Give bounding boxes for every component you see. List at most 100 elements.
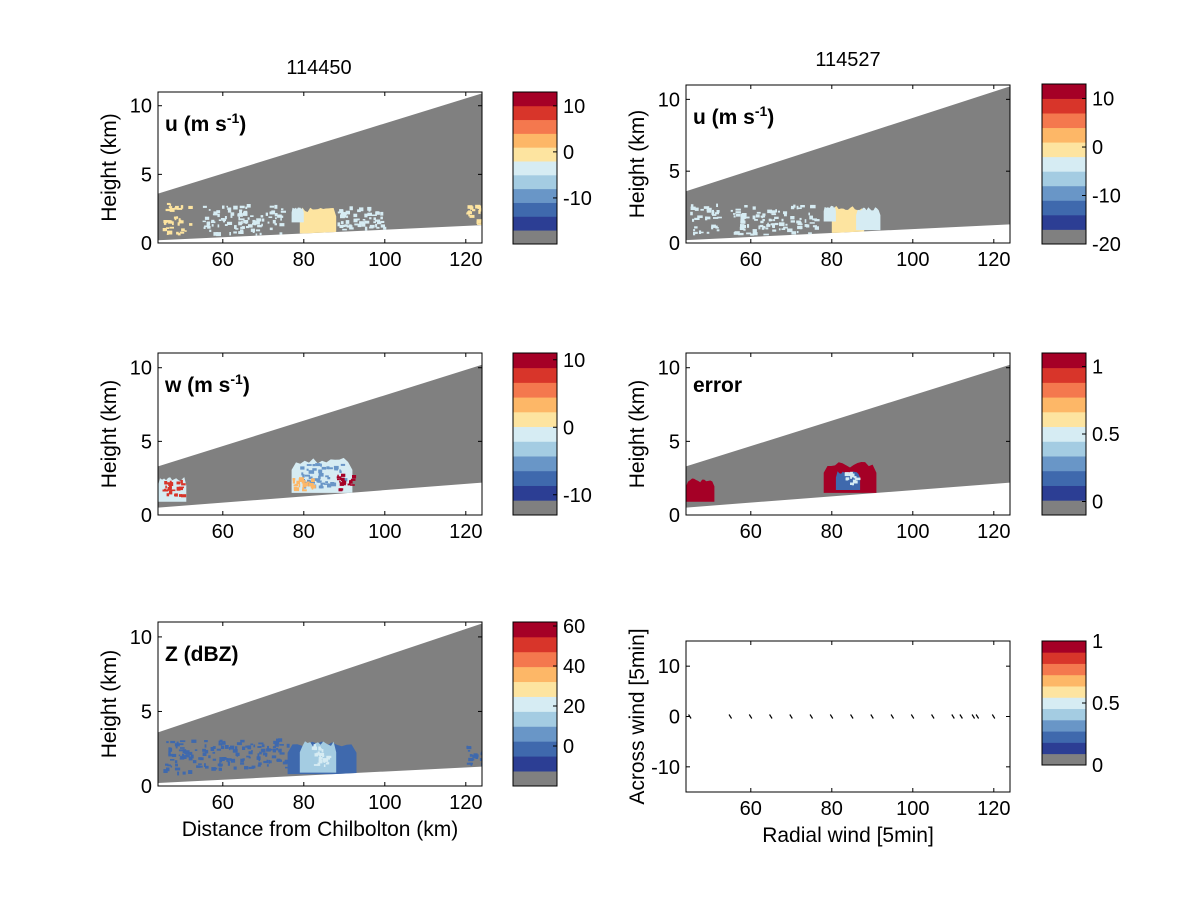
- echo-pixel: [712, 214, 717, 216]
- echo-pixel: [260, 749, 264, 751]
- echo-pixel: [325, 481, 328, 483]
- echo-pixel: [466, 212, 469, 215]
- echo-pixel: [298, 478, 304, 482]
- echo-pixel: [261, 744, 265, 748]
- echo-pixel: [230, 758, 236, 763]
- echo-pixel: [239, 218, 245, 221]
- echo-pixel: [383, 226, 387, 230]
- echo-pixel: [690, 204, 694, 208]
- echo-pixel: [248, 756, 251, 759]
- echo-pixel: [711, 226, 714, 230]
- echo-pixel: [238, 231, 244, 234]
- echo-pixel: [812, 225, 817, 228]
- echo-pixel: [369, 217, 372, 220]
- echo-pixel: [752, 232, 758, 236]
- echo-speckle: [844, 471, 861, 486]
- colorbar-segment: [1042, 686, 1086, 698]
- axes-frame: [685, 84, 1011, 244]
- echo-pixel: [367, 206, 372, 211]
- echo-pixel: [292, 480, 295, 484]
- echo-pixel: [357, 209, 361, 213]
- variable-label-exponent: -1: [755, 103, 768, 119]
- echo-pixel: [224, 745, 229, 749]
- colorbar: 60 40 20 0: [512, 616, 585, 787]
- echo-pixel: [280, 215, 284, 218]
- echo-pixel: [336, 468, 338, 471]
- echo-pixel: [730, 209, 733, 212]
- echo-pixel: [466, 745, 469, 748]
- echo-pixel: [237, 214, 242, 216]
- echo-pixel: [752, 215, 756, 220]
- echo-pixel: [690, 211, 693, 216]
- echo-pixel: [809, 215, 813, 220]
- echo-pixel: [176, 741, 179, 745]
- echo-pixel: [296, 480, 300, 485]
- echo-pixel: [323, 483, 329, 485]
- echo-pixel: [188, 770, 193, 774]
- echo-pixel: [246, 755, 251, 758]
- echo-pixel: [693, 231, 698, 234]
- echo-pixel: [694, 217, 700, 220]
- echo-pixel: [476, 221, 478, 224]
- echo-pixel: [762, 213, 766, 216]
- echo-pixel: [797, 226, 803, 230]
- echo-pixel: [380, 216, 383, 220]
- variable-label-exponent: -1: [230, 371, 243, 387]
- x-tick-label: 80: [293, 249, 315, 271]
- echo-region: [823, 205, 836, 222]
- colorbar-tick-label: 40: [563, 656, 585, 678]
- colorbar-tick-label: 0: [1092, 137, 1103, 159]
- echo-pixel: [733, 213, 736, 215]
- echo-pixel: [375, 223, 378, 228]
- wind-arrow: [991, 714, 996, 719]
- echo-pixel: [310, 481, 315, 484]
- echo-speckle: [466, 204, 482, 225]
- colorbar-segment: [1042, 397, 1086, 413]
- echo-pixel: [167, 486, 172, 491]
- echo-pixel: [341, 477, 345, 482]
- echo-pixel: [734, 231, 740, 234]
- echo-pixel: [320, 482, 325, 485]
- echo-pixel: [278, 738, 283, 742]
- y-axis-label: Height (km): [626, 380, 649, 489]
- colorbar-segment: [513, 470, 557, 486]
- echo-pixel: [351, 478, 356, 481]
- echo-pixel: [243, 210, 248, 215]
- x-tick-label: 60: [212, 521, 234, 543]
- echo-pixel: [169, 208, 175, 212]
- echo-pixel: [176, 486, 181, 491]
- echo-pixel: [740, 220, 746, 224]
- echo-pixel: [252, 219, 256, 224]
- echo-pixel: [340, 221, 344, 225]
- echo-pixel: [781, 218, 784, 222]
- echo-pixel: [380, 224, 385, 228]
- echo-speckle: [162, 202, 193, 236]
- echo-region: [299, 207, 337, 234]
- echo-pixel: [202, 752, 207, 756]
- echo-pixel: [796, 205, 799, 210]
- echo-pixel: [359, 207, 364, 212]
- x-tick-label: 120: [449, 249, 482, 271]
- echo-pixel: [166, 233, 169, 235]
- echo-pixel: [208, 755, 211, 759]
- echo-pixel: [227, 762, 230, 766]
- echo-pixel: [781, 228, 786, 230]
- echo-pixel: [163, 220, 168, 224]
- echo-pixel: [194, 749, 198, 751]
- echo-pixel: [469, 214, 475, 218]
- echo-pixel: [168, 206, 173, 209]
- colorbar-tick-label: -10: [563, 485, 592, 507]
- echo-pixel: [182, 753, 185, 756]
- variable-label-suffix: ): [239, 113, 246, 136]
- echo-pixel: [349, 480, 351, 484]
- echo-pixel: [216, 748, 221, 751]
- y-tick-label: 5: [141, 431, 152, 453]
- echo-pixel: [319, 469, 321, 473]
- echo-pixel: [779, 222, 785, 227]
- echo-speckle: [466, 745, 482, 767]
- wind-arrow: [809, 714, 814, 719]
- echo-pixel: [175, 763, 178, 767]
- echo-pixel: [263, 760, 269, 764]
- echo-pixel: [242, 746, 246, 750]
- x-tick-label: 120: [977, 521, 1010, 543]
